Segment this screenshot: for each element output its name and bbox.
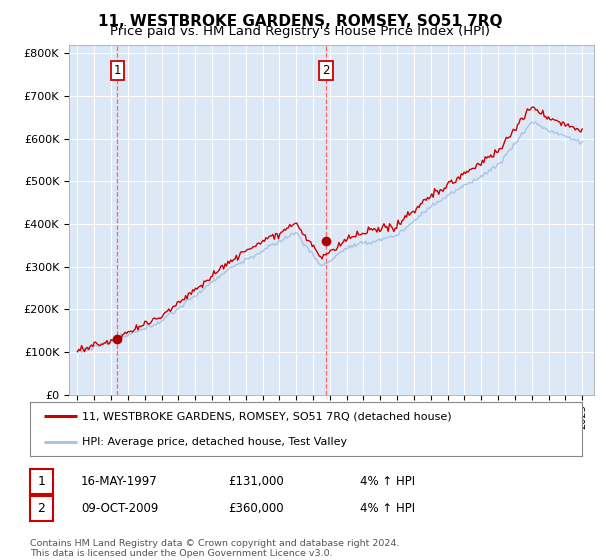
Text: HPI: Average price, detached house, Test Valley: HPI: Average price, detached house, Test… — [82, 437, 347, 446]
Text: Contains HM Land Registry data © Crown copyright and database right 2024.
This d: Contains HM Land Registry data © Crown c… — [30, 539, 400, 558]
Text: 4% ↑ HPI: 4% ↑ HPI — [360, 475, 415, 488]
Text: £360,000: £360,000 — [228, 502, 284, 515]
Text: 16-MAY-1997: 16-MAY-1997 — [81, 475, 158, 488]
Text: 11, WESTBROKE GARDENS, ROMSEY, SO51 7RQ: 11, WESTBROKE GARDENS, ROMSEY, SO51 7RQ — [98, 14, 502, 29]
Text: 2: 2 — [37, 502, 46, 515]
Text: 4% ↑ HPI: 4% ↑ HPI — [360, 502, 415, 515]
Text: Price paid vs. HM Land Registry's House Price Index (HPI): Price paid vs. HM Land Registry's House … — [110, 25, 490, 38]
Text: 09-OCT-2009: 09-OCT-2009 — [81, 502, 158, 515]
Text: 11, WESTBROKE GARDENS, ROMSEY, SO51 7RQ (detached house): 11, WESTBROKE GARDENS, ROMSEY, SO51 7RQ … — [82, 412, 452, 421]
Text: 1: 1 — [37, 475, 46, 488]
Text: 1: 1 — [113, 64, 121, 77]
Text: £131,000: £131,000 — [228, 475, 284, 488]
Text: 2: 2 — [322, 64, 329, 77]
